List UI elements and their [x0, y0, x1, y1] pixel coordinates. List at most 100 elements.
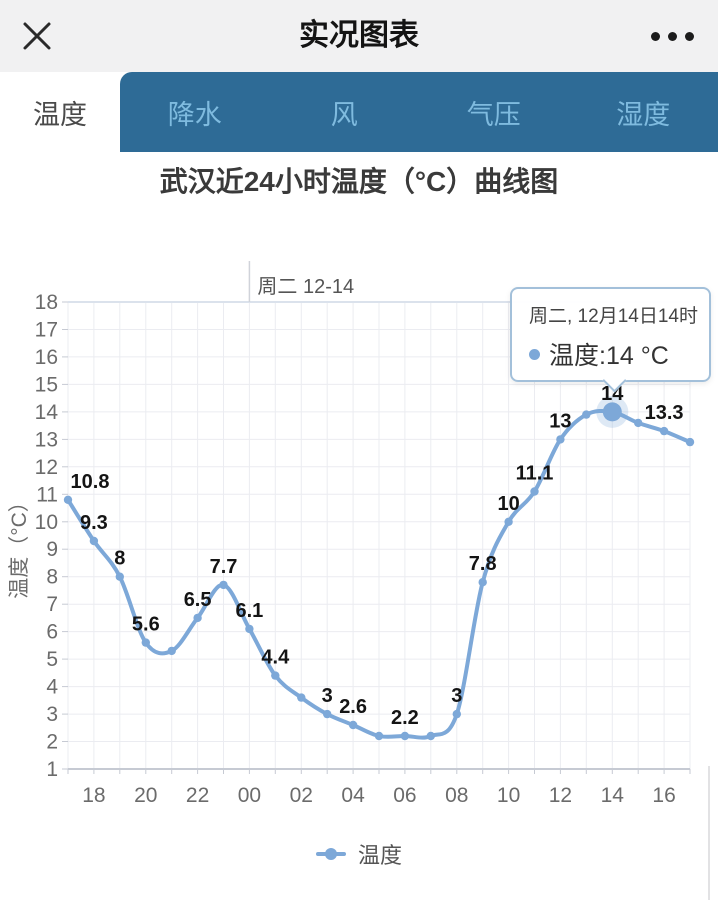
tab-wind[interactable]: 风 — [330, 99, 358, 130]
scrollbar[interactable] — [708, 766, 710, 900]
tab-bar-inactive-group: 降水 风 气压 湿度 — [120, 72, 718, 152]
svg-text:18: 18 — [82, 784, 105, 807]
ellipsis-icon — [651, 31, 694, 41]
data-point[interactable] — [63, 495, 73, 504]
svg-text:14: 14 — [601, 784, 625, 807]
tab-precipitation[interactable]: 降水 — [167, 99, 222, 130]
svg-text:3: 3 — [46, 703, 58, 726]
svg-text:2: 2 — [46, 731, 58, 754]
svg-text:7.7: 7.7 — [210, 556, 238, 578]
data-point[interactable] — [89, 536, 99, 546]
svg-text:8: 8 — [46, 566, 58, 589]
tooltip-value: 温度:14 °C — [549, 342, 669, 370]
legend-line-icon — [315, 848, 346, 860]
svg-text:周二 12-14: 周二 12-14 — [257, 276, 354, 298]
svg-text:6.1: 6.1 — [235, 600, 263, 622]
data-point[interactable] — [141, 638, 150, 647]
svg-text:10: 10 — [35, 511, 58, 534]
data-point[interactable] — [685, 437, 695, 447]
svg-text:13.3: 13.3 — [645, 402, 684, 424]
svg-text:1: 1 — [46, 758, 58, 781]
highlighted-data-point[interactable] — [602, 402, 622, 422]
data-point[interactable] — [348, 720, 358, 730]
svg-text:7.8: 7.8 — [469, 553, 497, 575]
svg-text:10: 10 — [497, 493, 519, 515]
y-axis-title: 温度（°C） — [8, 491, 31, 599]
tooltip-date: 周二, 12月14日14时 — [529, 306, 698, 327]
svg-text:9: 9 — [46, 538, 58, 561]
tab-temperature[interactable]: 温度 — [0, 72, 120, 152]
svg-text:16: 16 — [35, 346, 58, 369]
data-point[interactable] — [556, 435, 565, 444]
svg-text:2.6: 2.6 — [339, 696, 367, 718]
svg-text:04: 04 — [341, 784, 365, 807]
legend-temperature[interactable]: 温度 — [0, 838, 718, 870]
tooltip-value-row: 温度:14 °C — [529, 336, 699, 372]
data-labels: 10.8 9.3 8 5.6 6.5 7.7 6.1 4.4 3 2.6 2.2 3 7.8 10 11.1… — [71, 383, 684, 729]
more-button[interactable] — [628, 18, 694, 54]
svg-text:10: 10 — [497, 784, 520, 807]
svg-text:11: 11 — [36, 483, 58, 506]
svg-text:13: 13 — [35, 428, 58, 451]
data-point[interactable] — [193, 613, 202, 623]
close-icon — [23, 22, 51, 50]
data-point[interactable] — [659, 426, 669, 436]
data-point[interactable] — [115, 572, 125, 581]
svg-text:7: 7 — [46, 593, 58, 616]
tab-pressure[interactable]: 气压 — [466, 99, 521, 130]
svg-text:22: 22 — [186, 784, 209, 807]
svg-text:02: 02 — [290, 784, 313, 807]
data-point[interactable] — [245, 624, 254, 634]
svg-text:2.2: 2.2 — [391, 707, 419, 729]
tooltip: 周二, 12月14日14时 温度:14 °C — [510, 287, 711, 382]
data-point[interactable] — [426, 731, 435, 741]
svg-text:14: 14 — [35, 401, 59, 424]
svg-text:20: 20 — [134, 784, 157, 807]
svg-text:11.1: 11.1 — [516, 463, 554, 485]
day-marker: 周二 12-14 — [248, 261, 354, 302]
svg-text:3: 3 — [451, 685, 462, 707]
header: 实况图表 — [0, 0, 718, 72]
svg-text:17: 17 — [35, 319, 58, 342]
data-point[interactable] — [323, 709, 332, 719]
chart-title: 武汉近24小时温度（°C）曲线图 — [159, 166, 559, 197]
data-point[interactable] — [219, 580, 228, 590]
svg-text:12: 12 — [549, 784, 572, 807]
page-title: 实况图表 — [299, 19, 419, 52]
data-point[interactable] — [271, 671, 280, 680]
data-point[interactable] — [167, 646, 176, 656]
data-point[interactable] — [582, 410, 591, 419]
svg-text:4: 4 — [46, 676, 58, 699]
series-dot-icon — [529, 348, 540, 360]
svg-text:16: 16 — [652, 784, 675, 807]
tab-humidity[interactable]: 湿度 — [616, 99, 671, 130]
data-point[interactable] — [297, 693, 306, 702]
data-points — [63, 395, 695, 741]
data-point[interactable] — [504, 517, 513, 526]
svg-text:06: 06 — [393, 784, 416, 807]
svg-text:18: 18 — [35, 291, 58, 314]
svg-text:00: 00 — [238, 784, 261, 807]
svg-text:6: 6 — [46, 621, 58, 644]
data-point[interactable] — [478, 578, 487, 587]
svg-text:9.3: 9.3 — [80, 512, 108, 534]
svg-text:13: 13 — [549, 410, 571, 432]
svg-text:4.4: 4.4 — [261, 647, 290, 669]
legend-label: 温度 — [357, 843, 402, 868]
svg-text:5.6: 5.6 — [132, 614, 160, 636]
data-point[interactable] — [452, 709, 461, 719]
data-point[interactable] — [530, 487, 539, 496]
data-point[interactable] — [400, 731, 410, 741]
tab-bar: 温度 降水 风 气压 湿度 — [0, 72, 718, 152]
svg-text:15: 15 — [35, 373, 58, 396]
svg-text:12: 12 — [35, 456, 58, 479]
svg-text:5: 5 — [46, 648, 58, 671]
close-button[interactable] — [14, 13, 60, 59]
data-point[interactable] — [634, 418, 643, 428]
svg-text:8: 8 — [114, 548, 125, 570]
svg-text:3: 3 — [322, 685, 333, 707]
data-point[interactable] — [374, 731, 384, 741]
svg-text:6.5: 6.5 — [184, 589, 212, 611]
